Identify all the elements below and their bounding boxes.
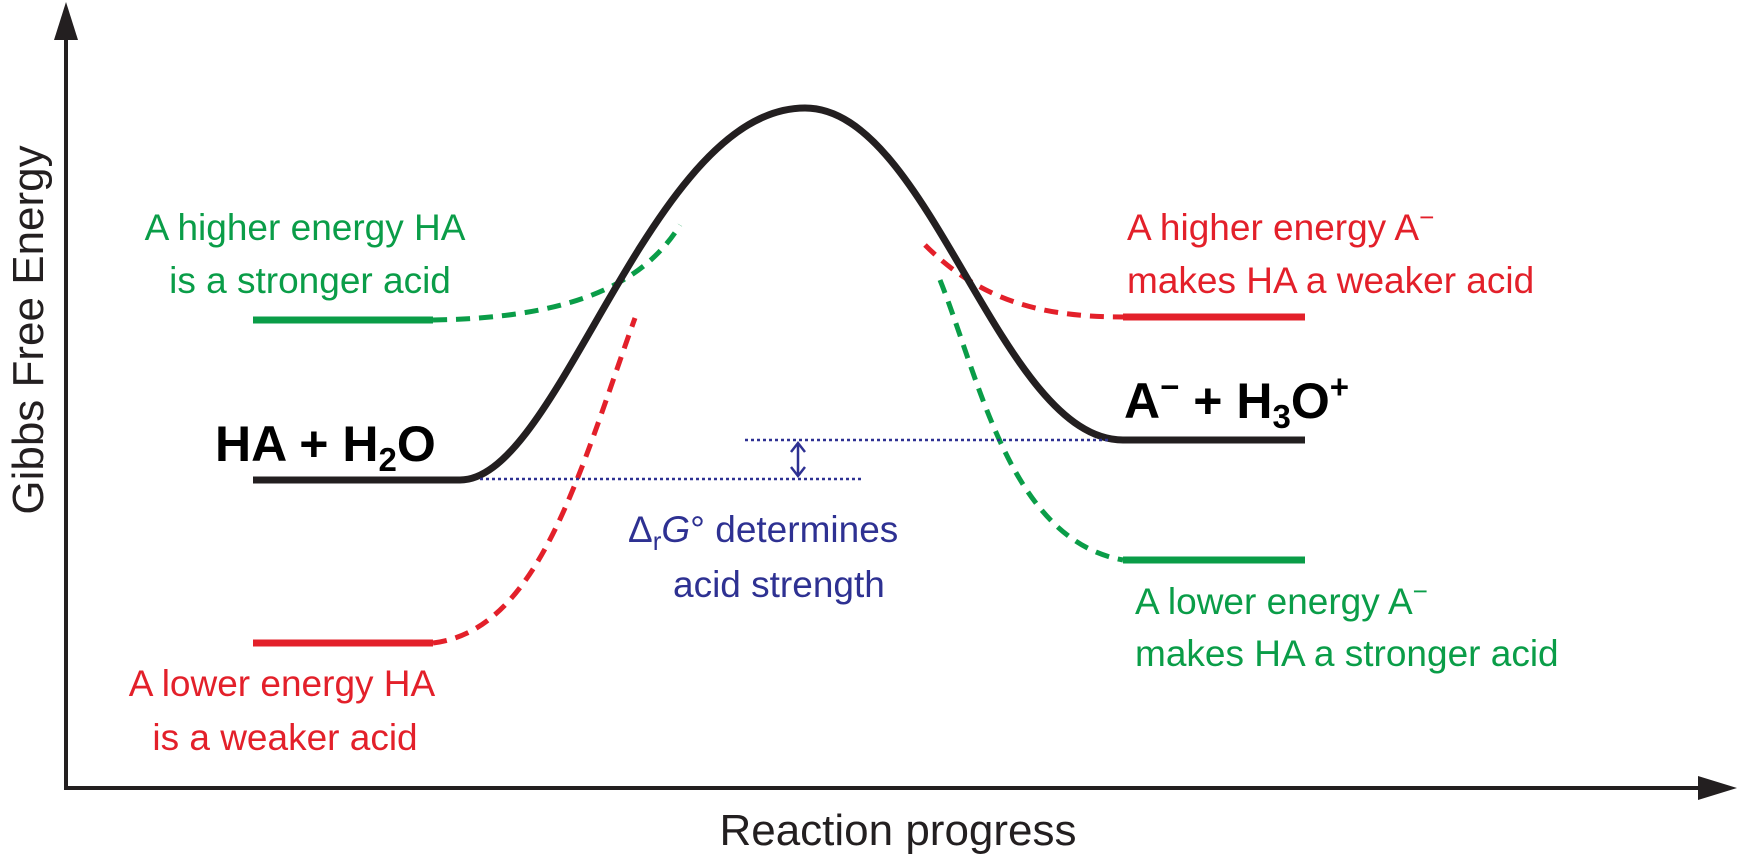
- delta-g-arrow-bottom: [790, 466, 806, 479]
- delta-g-arrow-top: [790, 440, 806, 453]
- higher-ha-annotation-line2: is a stronger acid: [169, 260, 451, 301]
- lower-ha-annotation-line2: is a weaker acid: [152, 717, 417, 758]
- lower-a-dashed-curve: [937, 279, 1124, 563]
- product-label: A− + H3O+: [1124, 368, 1349, 435]
- main-energy-curve: [253, 104, 1305, 484]
- higher-a-annotation-line1: A higher energy A−: [1127, 202, 1434, 248]
- delta-g-annotation-line1: ΔrG° determines: [628, 509, 898, 556]
- delta-g-indicator: [480, 438, 1110, 481]
- axes: [54, 2, 1737, 800]
- delta-g-annotation-line2: acid strength: [673, 564, 885, 605]
- lower-ha-dashed-curve: [432, 317, 638, 646]
- x-axis-arrowhead: [1698, 776, 1737, 800]
- x-axis-label: Reaction progress: [719, 806, 1076, 855]
- reactant-label: HA + H2O: [215, 416, 436, 478]
- lower-a-annotation-line1: A lower energy A−: [1135, 576, 1428, 622]
- lower-a-annotation-line2: makes HA a stronger acid: [1135, 633, 1559, 674]
- y-axis-arrowhead: [54, 2, 78, 40]
- higher-ha-dashed-curve: [432, 223, 683, 323]
- higher-a-dashed-curve: [923, 243, 1124, 320]
- higher-ha-annotation-line1: A higher energy HA: [145, 207, 466, 248]
- lower-ha-annotation-line1: A lower energy HA: [129, 663, 436, 704]
- green-variants: [253, 223, 1305, 564]
- higher-a-annotation-line2: makes HA a weaker acid: [1127, 260, 1534, 301]
- y-axis-label: Gibbs Free Energy: [4, 145, 53, 514]
- red-variants: [253, 243, 1305, 647]
